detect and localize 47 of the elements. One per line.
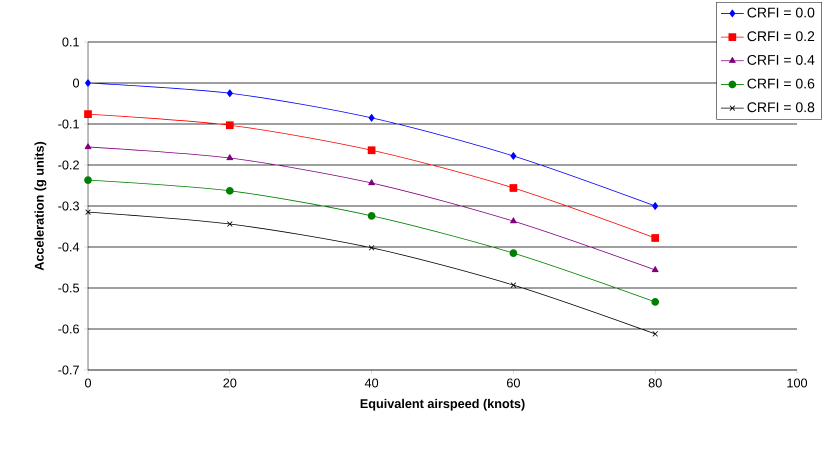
point [510, 217, 517, 224]
legend-label: CRFI = 0.2 [748, 31, 814, 42]
point [510, 184, 518, 192]
legend-label: CRFI = 0.4 [748, 54, 814, 65]
point [652, 266, 659, 272]
x-tick-label: 100 [787, 378, 808, 388]
legend-label: CRFI = 0.8 [748, 102, 814, 112]
point [368, 146, 376, 154]
point [85, 79, 92, 87]
point [226, 121, 234, 130]
point [651, 234, 660, 242]
point [226, 154, 234, 160]
point [226, 186, 234, 195]
point [226, 89, 233, 98]
point [510, 249, 518, 258]
point [368, 114, 375, 122]
x-tick-label: 80 [648, 378, 662, 388]
y-tick-label: -0.7 [58, 366, 79, 374]
point [652, 331, 658, 337]
point [652, 202, 658, 210]
point [84, 110, 92, 118]
y-tick-label: -0.1 [58, 120, 79, 128]
point [84, 143, 92, 150]
point [85, 209, 91, 215]
y-tick-label: -0.5 [58, 284, 79, 292]
point [368, 244, 374, 251]
legend-label: CRFI = 0.6 [748, 78, 814, 89]
x-tick-label: 40 [364, 378, 378, 388]
legend-label: CRFI = 0.0 [748, 8, 814, 18]
x-axis-title: Equivalent airspeed (knots) [360, 398, 525, 411]
y-tick-label: -0.4 [58, 242, 80, 252]
y-axis-title: Acceleration (g units) [34, 142, 46, 270]
point [368, 179, 376, 186]
y-tick-label: -0.2 [58, 160, 79, 170]
point [510, 152, 516, 160]
point [368, 212, 376, 220]
point [510, 282, 516, 288]
y-tick-label: 0.1 [62, 38, 79, 46]
x-tick-label: 60 [507, 378, 520, 388]
x-tick-label: 0 [84, 378, 92, 388]
point [651, 298, 660, 306]
y-tick-label: -0.3 [58, 202, 79, 210]
y-tick-label: 0 [72, 78, 80, 88]
point [84, 176, 92, 184]
x-tick-label: 20 [223, 378, 236, 388]
point [226, 221, 233, 227]
y-tick-label: -0.6 [58, 324, 79, 334]
